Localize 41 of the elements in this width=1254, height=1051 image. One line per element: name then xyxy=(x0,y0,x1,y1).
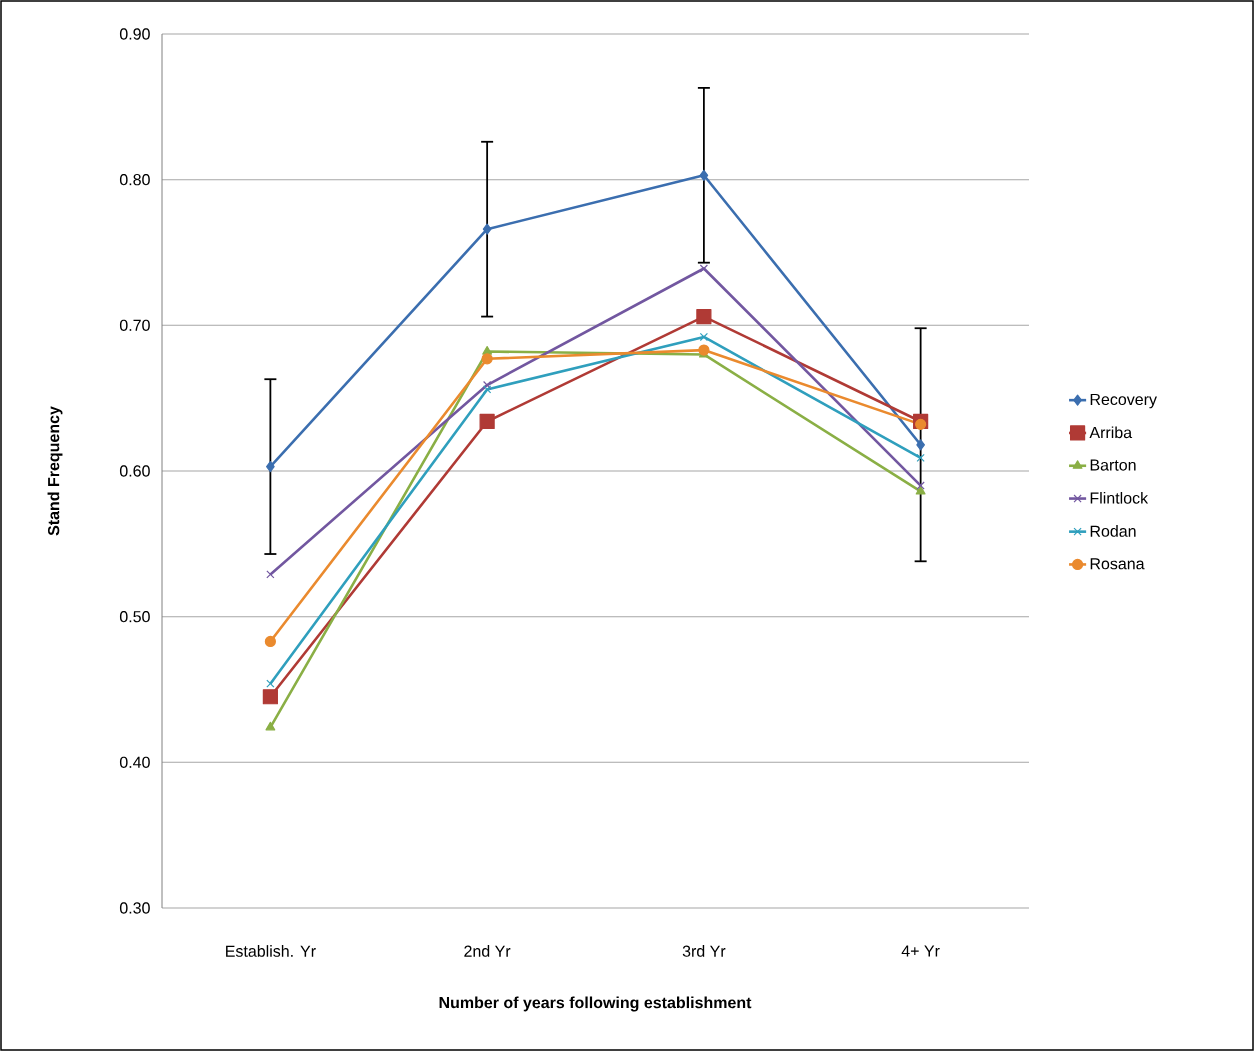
x-tick-label: 3rd Yr xyxy=(682,945,726,957)
point xyxy=(699,169,709,181)
point xyxy=(482,380,492,390)
point xyxy=(916,481,925,490)
y-tick-label: 0.30 xyxy=(119,902,150,914)
legend-label: Recovery xyxy=(1090,393,1157,409)
point xyxy=(266,461,275,473)
legend-label: Rodan xyxy=(1090,525,1136,537)
point xyxy=(698,344,710,356)
point xyxy=(482,385,492,394)
y-tick-label: 0.60 xyxy=(119,465,150,477)
point xyxy=(699,264,709,273)
legend-label: Barton xyxy=(1090,459,1136,471)
point xyxy=(266,570,275,579)
point xyxy=(916,453,925,463)
point xyxy=(262,689,278,705)
point xyxy=(916,439,925,451)
x-tick-label: 2nd Yr xyxy=(464,945,511,957)
legend-label: Rosana xyxy=(1090,558,1145,570)
point xyxy=(699,332,709,342)
x-tick-label: 4+ Yr xyxy=(901,945,940,957)
legend-label: Flintlock xyxy=(1090,492,1149,504)
point xyxy=(696,308,712,325)
y-tick-label: 0.70 xyxy=(119,319,150,331)
point xyxy=(915,418,927,430)
point xyxy=(915,485,926,495)
point xyxy=(264,635,276,648)
point xyxy=(482,223,492,235)
x-axis-title: Number of years following establishment xyxy=(439,996,752,1012)
y-tick-label: 0.80 xyxy=(119,173,150,186)
x-tick-label: Establish. Yr xyxy=(226,945,316,957)
y-axis-title: Stand Frequency xyxy=(47,406,63,536)
point xyxy=(479,413,495,430)
y-tick-label: 0.90 xyxy=(119,28,150,40)
y-tick-label: 0.50 xyxy=(119,610,150,623)
y-tick-label: 0.40 xyxy=(119,756,150,768)
point xyxy=(266,679,275,688)
point xyxy=(482,345,493,355)
point xyxy=(265,721,276,731)
legend-label: Arriba xyxy=(1089,426,1133,439)
point xyxy=(481,353,493,365)
